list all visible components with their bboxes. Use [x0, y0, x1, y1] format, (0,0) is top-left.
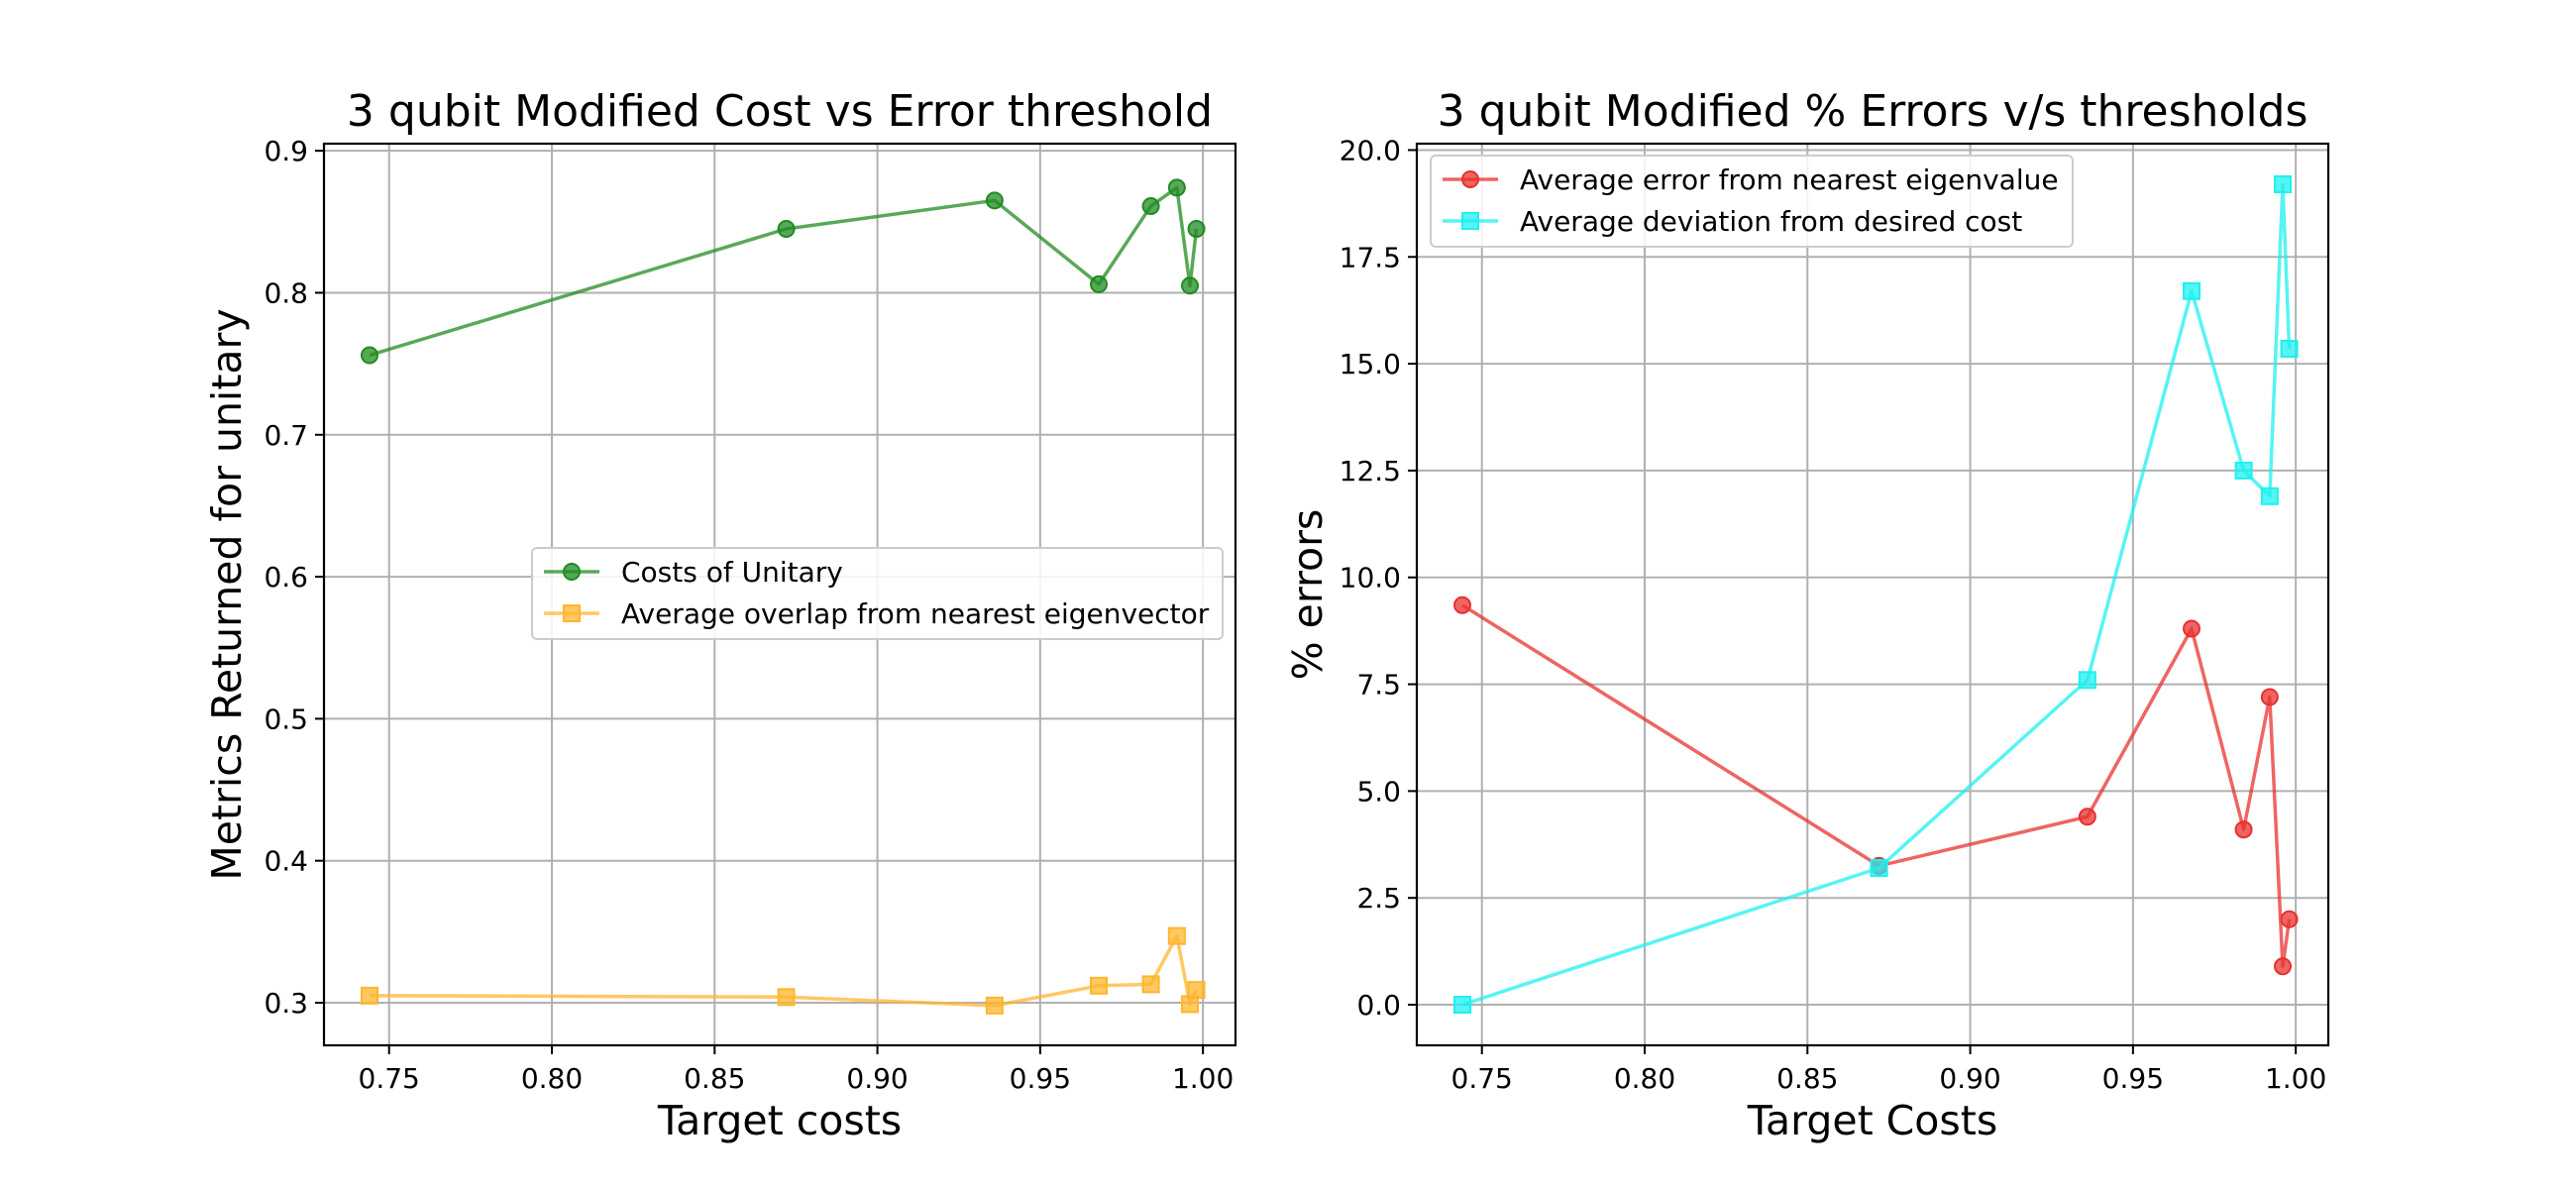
cost-chart-x-tick-label: 0.75	[359, 1062, 420, 1095]
cost-chart-series-0-line	[369, 185, 1199, 358]
cost-chart-x-tick-label: 1.00	[1172, 1062, 1234, 1095]
errors-chart-legend-label: Average error from nearest eigenvalue	[1520, 163, 2059, 196]
errors-chart-series-1-point	[2260, 486, 2279, 505]
errors-chart-series-0-point	[2234, 820, 2253, 839]
cost-chart-series-1-point	[1090, 976, 1108, 995]
errors-chart-series-0-point	[1453, 595, 1471, 614]
cost-chart-series-1-point	[1187, 981, 1206, 1000]
errors-chart-y-tick-label: 7.5	[1356, 669, 1401, 702]
errors-chart-frame	[1415, 142, 2330, 1047]
cost-chart-y-tick-label: 0.5	[264, 703, 308, 735]
cost-chart-plot	[361, 178, 1206, 1015]
cost-chart-x-tick-label: 0.90	[846, 1062, 908, 1095]
cost-chart-ticks: 0.75 0.80 0.85 0.90 0.95 1.00 0.3 0.4 0.5 0.6 0.7 0…	[264, 135, 1234, 1095]
errors-chart-series-1-point	[1453, 996, 1471, 1015]
errors-chart-y-tick-label: 17.5	[1340, 241, 1401, 273]
cost-chart-series-1-point	[1141, 975, 1160, 994]
cost-chart-x-tick-label: 0.80	[521, 1062, 583, 1095]
cost-chart-x-tick-label: 0.95	[1010, 1062, 1071, 1095]
cost-chart-series-0-point	[361, 346, 378, 365]
errors-chart-series-0-point	[2280, 910, 2299, 928]
cost-chart-legend-label: Average overlap from nearest eigenvector	[621, 597, 1210, 630]
errors-chart-x-tick-label: 1.00	[2265, 1062, 2326, 1095]
cost-chart-title: 3 qubit Modified Cost vs Error threshold	[347, 86, 1213, 137]
errors-chart-series-1-point	[2234, 461, 2253, 480]
errors-chart-ticks: 0.75 0.80 0.85 0.90 0.95 1.00 0.0 2.5 5.0 7.5 10.0…	[1340, 134, 2327, 1095]
errors-chart-series-1-point	[2183, 281, 2200, 300]
cost-chart-series-0-point	[1167, 178, 1186, 197]
errors-chart-series-1-point	[2274, 174, 2292, 193]
cost-chart-legend-marker	[563, 563, 581, 581]
errors-chart-x-tick-label: 0.90	[1939, 1062, 2000, 1095]
cost-chart-x-tick-label: 0.85	[684, 1062, 745, 1095]
cost-chart-series-1-point	[1167, 926, 1186, 945]
errors-chart-y-tick-label: 5.0	[1356, 775, 1401, 808]
cost-chart-series-1-point	[777, 988, 796, 1007]
errors-chart-series-1-point	[2078, 671, 2096, 690]
errors-chart-series-1-point	[1870, 859, 1888, 878]
errors-chart-x-axis-label: Target Costs	[1747, 1097, 1997, 1144]
cost-chart-y-tick-label: 0.3	[264, 987, 308, 1020]
cost-chart-series-0-point	[777, 219, 796, 238]
errors-chart-legend-box	[1430, 155, 2074, 248]
errors-chart-y-axis-label: % errors	[1284, 509, 1332, 681]
errors-chart-y-tick-label: 0.0	[1356, 989, 1401, 1022]
errors-chart-plot	[1453, 174, 2299, 1015]
errors-chart-x-tick-label: 0.80	[1614, 1062, 1675, 1095]
errors-chart-series-0-point	[2078, 808, 2096, 826]
cost-chart-y-tick-label: 0.7	[264, 419, 308, 452]
cost-chart-series-0-point	[1187, 219, 1206, 238]
cost-chart-y-tick-label: 0.6	[264, 561, 308, 594]
cost-chart-y-tick-label: 0.9	[264, 135, 308, 167]
cost-chart-x-axis-label: Target costs	[657, 1097, 902, 1144]
cost-chart-series-0-point	[1141, 197, 1160, 216]
cost-chart-series-0-point	[1181, 276, 1199, 295]
errors-chart-legend-marker	[1461, 170, 1479, 188]
errors-chart-x-tick-label: 0.75	[1451, 1062, 1513, 1095]
errors-chart-series-1-point	[2280, 340, 2299, 359]
cost-chart-frame	[322, 142, 1237, 1047]
cost-chart: 0.75 0.80 0.85 0.90 0.95 1.00 0.3 0.4 0.5 0.6 0.7 0…	[203, 86, 1237, 1144]
errors-chart: 0.75 0.80 0.85 0.90 0.95 1.00 0.0 2.5 5.0 7.5 10.0…	[1284, 86, 2330, 1144]
cost-chart-legend-box	[531, 547, 1224, 640]
errors-chart-series-0-point	[2260, 688, 2279, 706]
errors-chart-title: 3 qubit Modified % Errors v/s thresholds	[1438, 86, 2308, 137]
cost-chart-series-0-point	[1090, 274, 1108, 293]
errors-chart-legend-marker	[1461, 212, 1479, 230]
cost-chart-y-tick-label: 0.4	[264, 845, 308, 878]
cost-chart-series-1-point	[985, 996, 1004, 1015]
errors-chart-x-tick-label: 0.85	[1776, 1062, 1838, 1095]
cost-chart-legend: Costs of Unitary Average overlap from nea…	[531, 547, 1224, 640]
errors-chart-series-0-line	[1461, 603, 2292, 968]
errors-chart-legend-label: Average deviation from desired cost	[1520, 205, 2022, 238]
cost-chart-series-0-point	[985, 191, 1004, 210]
errors-chart-series-0-point	[2183, 619, 2200, 638]
errors-chart-y-tick-label: 20.0	[1340, 134, 1401, 166]
errors-chart-y-tick-label: 15.0	[1340, 348, 1401, 380]
cost-chart-legend-marker	[563, 604, 581, 622]
errors-chart-x-tick-label: 0.95	[2102, 1062, 2164, 1095]
cost-chart-series-1-point	[361, 986, 378, 1005]
cost-chart-y-axis-label: Metrics Returned for unitary	[203, 308, 251, 880]
errors-chart-y-tick-label: 12.5	[1340, 455, 1401, 487]
cost-chart-y-tick-label: 0.8	[264, 276, 308, 309]
errors-chart-legend: Average error from nearest eigenvalue Ave…	[1430, 155, 2074, 248]
cost-chart-legend-label: Costs of Unitary	[621, 556, 843, 589]
errors-chart-series-0-point	[2274, 957, 2292, 976]
errors-chart-grid	[1417, 144, 2328, 1045]
errors-chart-series-1-line	[1461, 182, 2292, 1007]
errors-chart-y-tick-label: 2.5	[1356, 882, 1401, 915]
errors-chart-y-tick-label: 10.0	[1340, 562, 1401, 594]
